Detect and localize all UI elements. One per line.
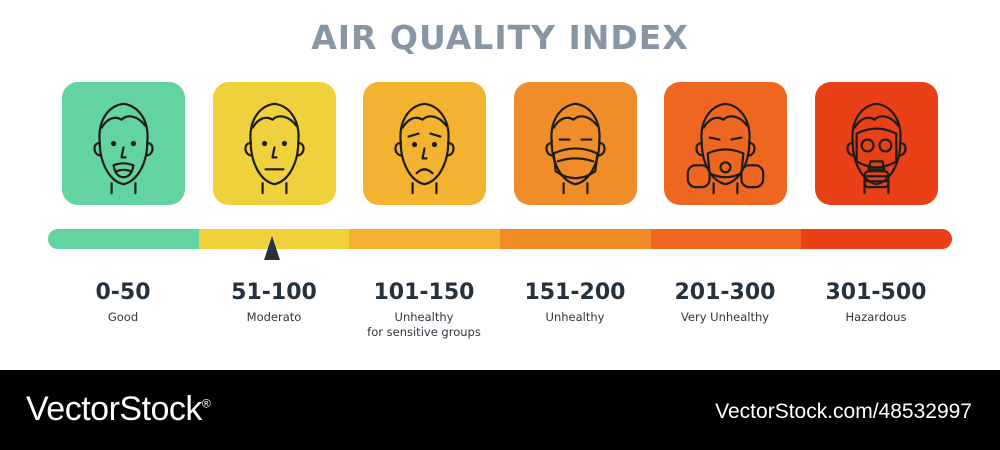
category-description: Unhealthy for sensitive groups — [349, 310, 499, 340]
category-description: Hazardous — [801, 310, 951, 325]
category-description: Moderato — [199, 310, 349, 325]
happy-face-icon — [93, 102, 154, 195]
scale-segment — [650, 229, 802, 249]
scale-marker-icon — [264, 236, 281, 260]
respirator-icon — [686, 102, 765, 195]
description-line: Moderato — [246, 310, 302, 324]
aqi-tile-201-300 — [664, 82, 787, 205]
category-label: 0-50 Good — [48, 280, 198, 325]
aqi-tile-301-500 — [815, 82, 938, 205]
range-value: 201-300 — [674, 280, 776, 305]
scale-segment — [801, 229, 952, 249]
description-line: Unhealthy — [394, 310, 454, 324]
category-label: 301-500 Hazardous — [801, 280, 951, 325]
description-line: Very Unhealthy — [680, 310, 770, 324]
brand-logo: VectorStock® — [26, 390, 211, 428]
sad-face-icon — [394, 102, 455, 195]
category-label: 101-150 Unhealthy for sensitive groups — [349, 280, 499, 340]
description-line: Unhealthy — [545, 310, 605, 324]
aqi-tile-101-150 — [363, 82, 486, 205]
page-title: AIR QUALITY INDEX — [311, 18, 689, 57]
stock-id: VectorStock.com/48532997 — [715, 400, 972, 423]
scale-segment — [349, 229, 501, 249]
aqi-tile-151-200 — [514, 82, 637, 205]
range-value: 301-500 — [825, 280, 927, 305]
description-line: for sensitive groups — [367, 325, 481, 339]
scale-segment — [500, 229, 651, 249]
range-value: 101-150 — [373, 280, 475, 305]
category-description: Good — [48, 310, 198, 325]
category-label: 51-100 Moderato — [199, 280, 349, 325]
neutral-face-icon — [244, 102, 305, 195]
aqi-color-scale — [48, 229, 952, 249]
category-description: Unhealthy — [500, 310, 650, 325]
category-label: 201-300 Very Unhealthy — [650, 280, 800, 325]
range-value: 51-100 — [231, 280, 317, 305]
range-value: 0-50 — [95, 280, 151, 305]
face-mask-icon — [545, 102, 606, 195]
scale-segment — [48, 229, 199, 249]
aqi-tile-51-100 — [213, 82, 336, 205]
footer-bar: VectorStock® VectorStock.com/48532997 — [0, 370, 1000, 450]
gas-mask-icon — [846, 102, 907, 195]
description-line: Hazardous — [845, 310, 907, 324]
description-line: Good — [107, 310, 139, 324]
range-value: 151-200 — [524, 280, 626, 305]
category-label: 151-200 Unhealthy — [500, 280, 650, 325]
category-description: Very Unhealthy — [650, 310, 800, 325]
aqi-tile-0-50 — [62, 82, 185, 205]
scale-segment — [198, 229, 350, 249]
